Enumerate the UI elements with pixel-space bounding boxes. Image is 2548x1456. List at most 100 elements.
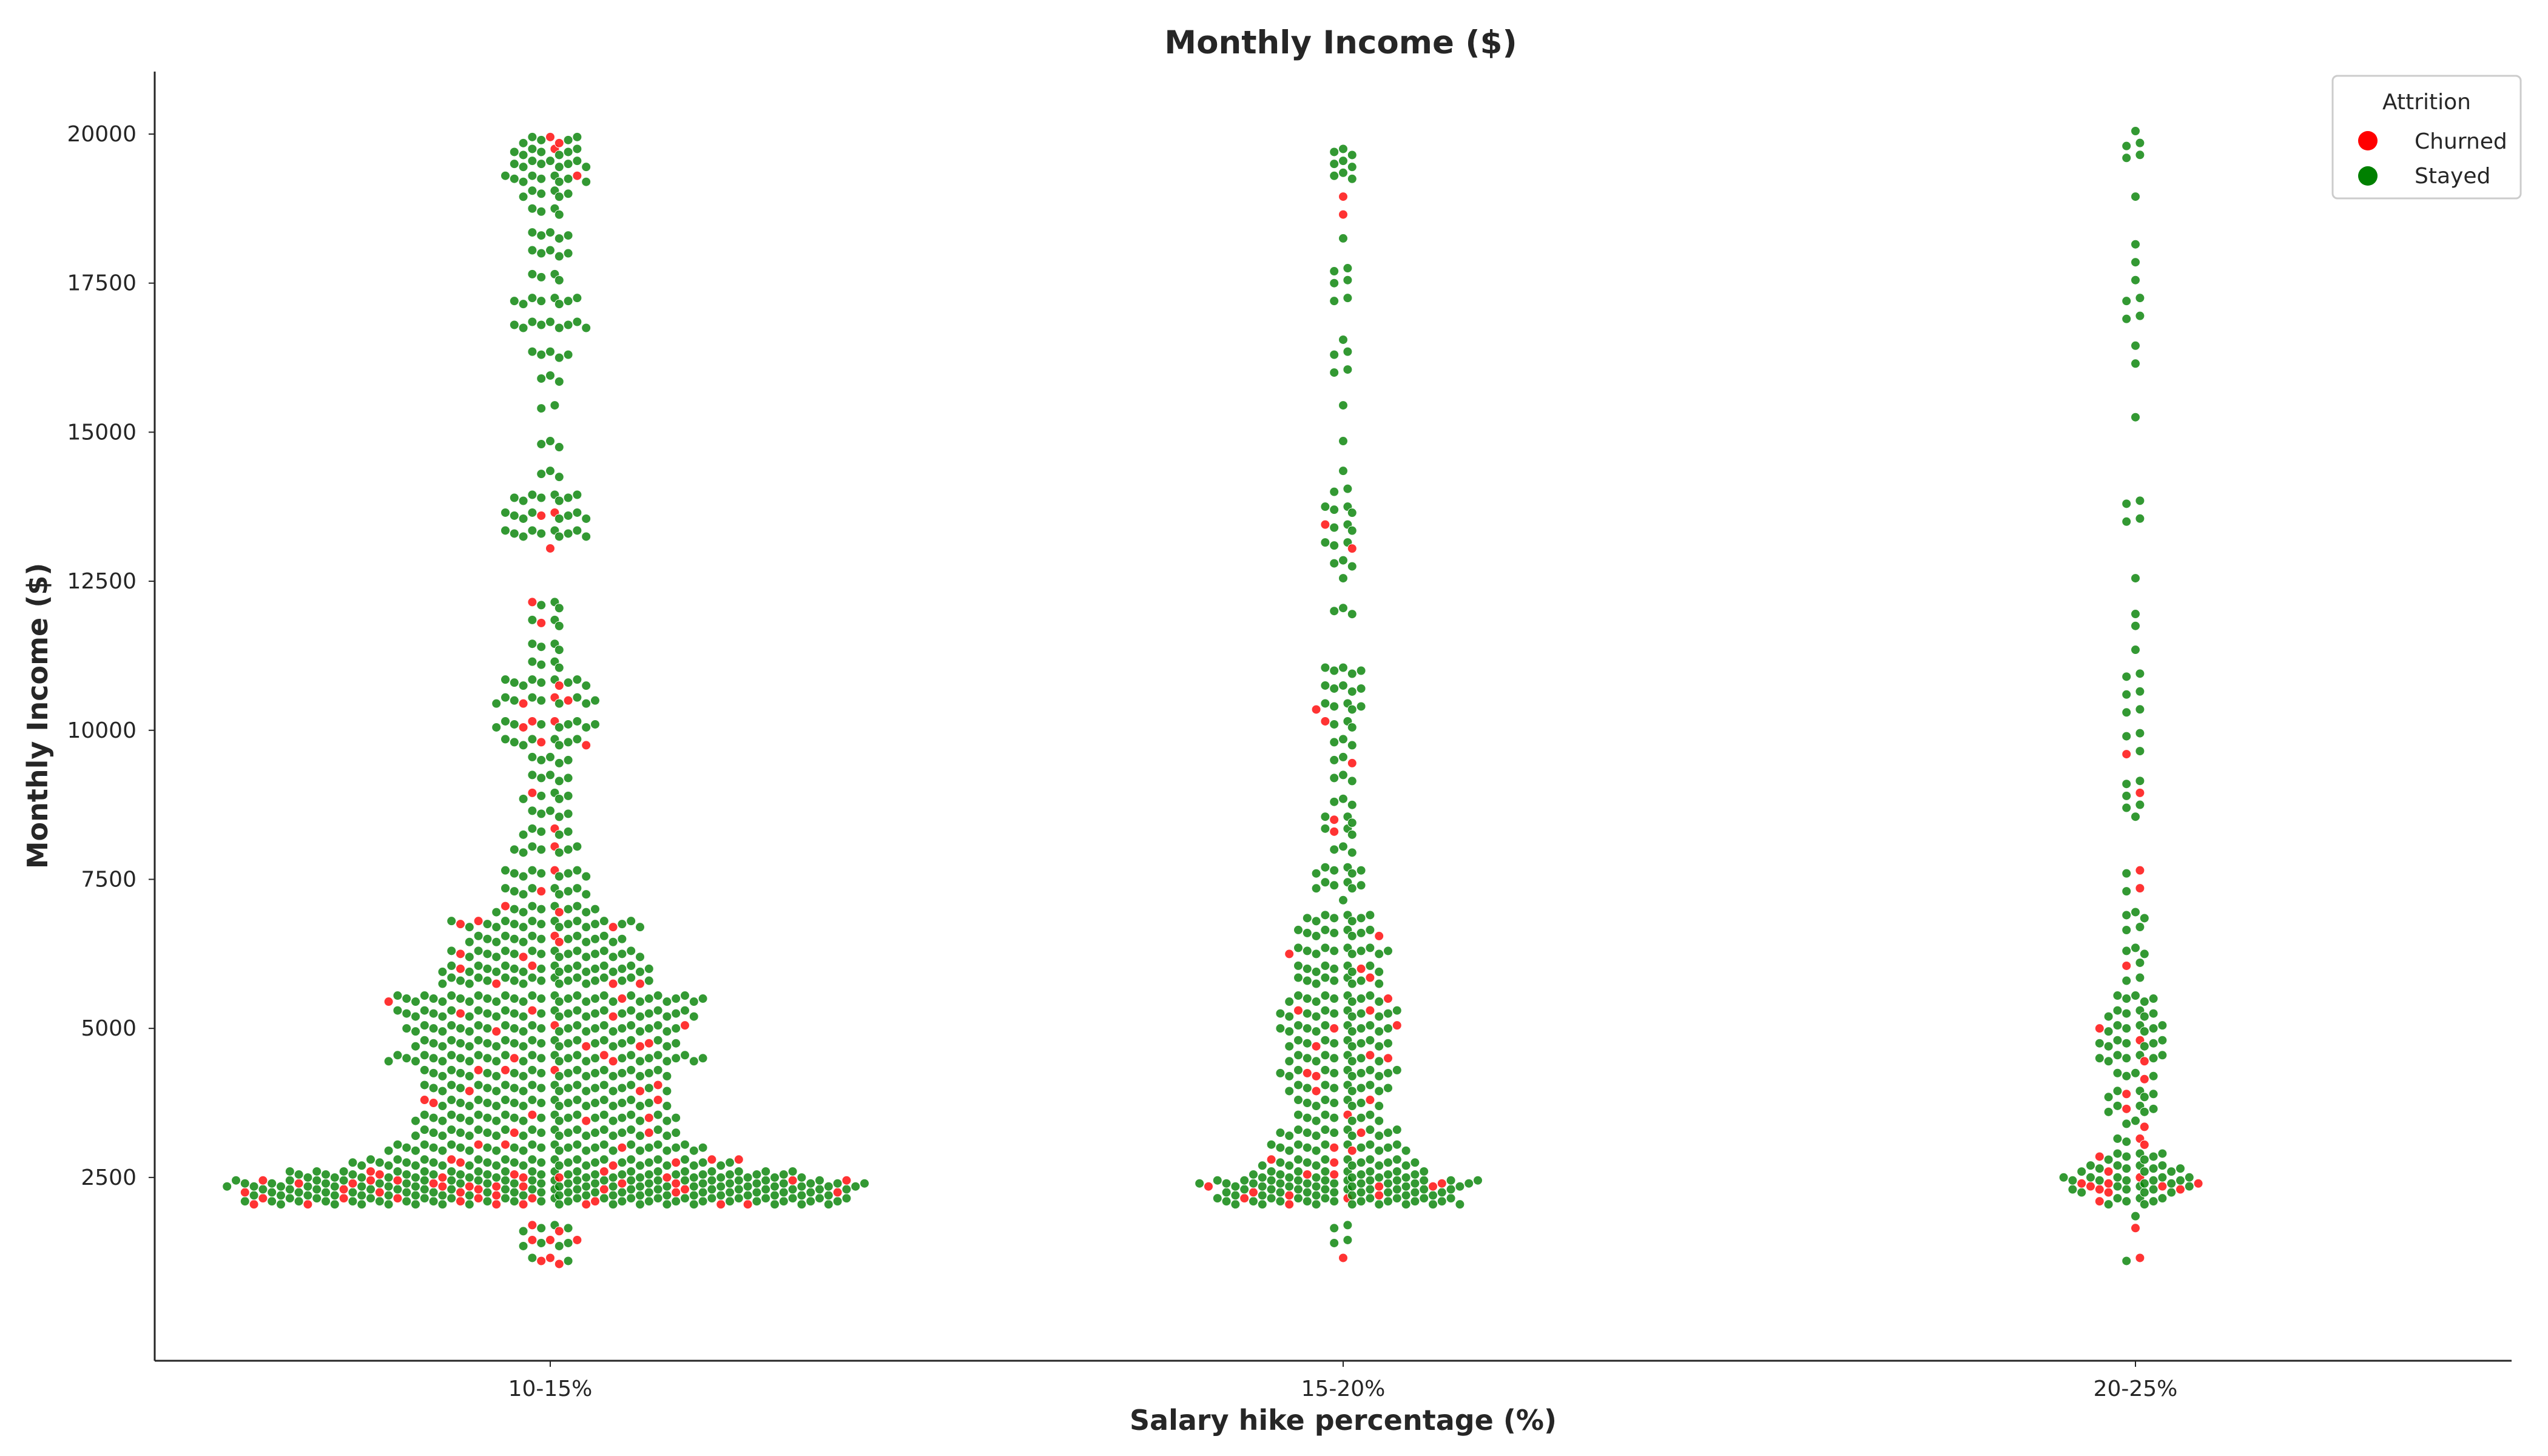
y-tick-label: 7500: [81, 867, 136, 892]
stayed-point: [428, 1158, 439, 1168]
stayed-point: [1329, 1187, 1340, 1198]
stayed-point: [635, 1190, 645, 1201]
churned-point: [1311, 704, 1321, 715]
stayed-point: [581, 1011, 592, 1022]
stayed-point: [1383, 1023, 1393, 1034]
stayed-point: [1293, 972, 1303, 983]
stayed-point: [671, 1169, 681, 1179]
stayed-point: [447, 991, 457, 1001]
stayed-point: [590, 1158, 600, 1168]
stayed-point: [2122, 1196, 2132, 1207]
stayed-point: [536, 659, 547, 670]
stayed-point: [1347, 1161, 1357, 1171]
stayed-point: [671, 1008, 681, 1019]
stayed-point: [1343, 263, 1353, 274]
stayed-point: [1302, 976, 1312, 986]
stayed-point: [527, 865, 538, 875]
stayed-point: [428, 1196, 439, 1207]
stayed-point: [509, 994, 519, 1004]
stayed-point: [437, 1190, 448, 1201]
churned-point: [473, 1065, 484, 1075]
stayed-point: [617, 976, 627, 986]
stayed-point: [2139, 1187, 2149, 1198]
legend-title: Attrition: [2382, 90, 2471, 115]
stayed-point: [563, 1256, 573, 1266]
stayed-point: [563, 320, 573, 330]
stayed-point: [554, 150, 564, 160]
stayed-point: [626, 972, 636, 983]
stayed-point: [527, 1125, 538, 1135]
stayed-point: [554, 234, 564, 244]
stayed-point: [1320, 943, 1330, 953]
stayed-point: [1347, 966, 1357, 977]
stayed-point: [2122, 886, 2132, 897]
legend-marker-churned: [2358, 131, 2378, 150]
churned-point: [1204, 1181, 1213, 1191]
churned-point: [572, 170, 582, 181]
stayed-point: [411, 1056, 420, 1067]
stayed-point: [1347, 1172, 1357, 1182]
stayed-point: [590, 1053, 600, 1063]
stayed-point: [671, 1113, 681, 1123]
stayed-point: [581, 997, 592, 1007]
stayed-point: [572, 865, 582, 875]
stayed-point: [2112, 1068, 2123, 1078]
stayed-point: [464, 952, 474, 962]
stayed-point: [554, 1161, 564, 1171]
stayed-point: [689, 1145, 699, 1156]
churned-point: [447, 1154, 457, 1165]
stayed-point: [1374, 1011, 1384, 1022]
stayed-point: [509, 1068, 519, 1078]
stayed-point: [276, 1199, 286, 1210]
stayed-point: [1356, 683, 1366, 693]
stayed-point: [402, 1023, 412, 1034]
churned-point: [518, 722, 528, 732]
stayed-point: [2135, 293, 2145, 303]
churned-point: [545, 132, 555, 142]
stayed-point: [1356, 1113, 1366, 1123]
stayed-point: [554, 1041, 564, 1051]
stayed-point: [473, 946, 484, 956]
stayed-point: [437, 1056, 448, 1067]
stayed-point: [491, 1172, 502, 1182]
stayed-point: [815, 1193, 824, 1204]
stayed-point: [608, 1181, 618, 1191]
churned-point: [716, 1199, 726, 1210]
churned-point: [491, 1199, 502, 1210]
stayed-point: [617, 1169, 627, 1179]
stayed-point: [518, 979, 528, 989]
stayed-point: [329, 1181, 340, 1191]
churned-point: [554, 1259, 564, 1269]
stayed-point: [1329, 1098, 1340, 1108]
stayed-point: [707, 1184, 717, 1195]
stayed-point: [572, 490, 582, 500]
stayed-point: [1392, 1065, 1402, 1075]
stayed-point: [590, 1023, 600, 1034]
stayed-point: [509, 1178, 519, 1188]
stayed-point: [1347, 174, 1357, 184]
churned-point: [339, 1193, 349, 1204]
churned-point: [527, 1005, 538, 1016]
stayed-point: [2122, 689, 2132, 699]
stayed-point: [1302, 946, 1312, 956]
stayed-point: [2122, 868, 2132, 878]
stayed-point: [653, 1139, 663, 1150]
stayed-point: [437, 1101, 448, 1111]
stayed-point: [2148, 1104, 2159, 1114]
stayed-point: [563, 1142, 573, 1153]
stayed-point: [1347, 162, 1357, 172]
stayed-point: [581, 681, 592, 691]
churned-point: [518, 1199, 528, 1210]
stayed-point: [1446, 1175, 1456, 1185]
stayed-point: [1365, 1184, 1375, 1195]
stayed-point: [581, 1056, 592, 1067]
legend-box: [2331, 75, 2522, 200]
stayed-point: [617, 934, 627, 944]
stayed-point: [671, 1128, 681, 1138]
churned-point: [518, 1172, 528, 1182]
stayed-point: [1356, 1053, 1366, 1063]
stayed-point: [2103, 1154, 2114, 1165]
stayed-point: [527, 346, 538, 357]
stayed-point: [2122, 1071, 2132, 1081]
stayed-point: [2157, 1035, 2168, 1045]
